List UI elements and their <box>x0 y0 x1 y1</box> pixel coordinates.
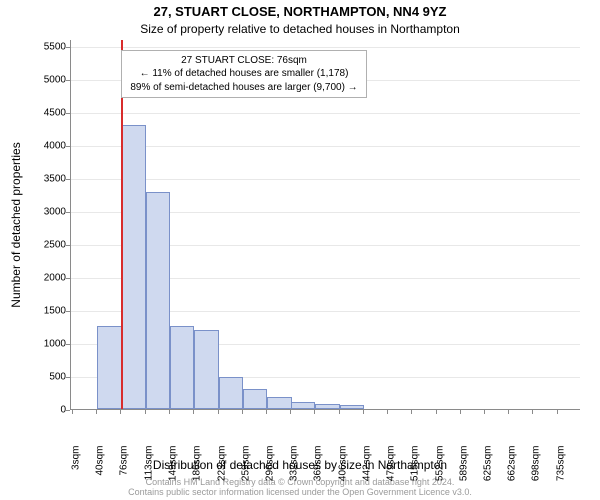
histogram-bar <box>219 377 244 409</box>
xtick-mark <box>266 410 267 414</box>
xtick-mark <box>242 410 243 414</box>
histogram-bar <box>194 330 219 409</box>
histogram-bar <box>267 397 292 409</box>
histogram-bar <box>291 402 316 409</box>
ytick-label: 2000 <box>44 272 66 283</box>
xtick-label: 223sqm <box>216 446 227 496</box>
xtick-mark <box>484 410 485 414</box>
xtick-mark <box>387 410 388 414</box>
chart-subtitle: Size of property relative to detached ho… <box>0 22 600 36</box>
xtick-label: 552sqm <box>434 446 445 496</box>
xtick-mark <box>169 410 170 414</box>
ytick-label: 3000 <box>44 206 66 217</box>
xtick-mark <box>411 410 412 414</box>
xtick-mark <box>363 410 364 414</box>
ytick-label: 3500 <box>44 173 66 184</box>
xtick-label: 113sqm <box>143 446 154 496</box>
chart-container: 27, STUART CLOSE, NORTHAMPTON, NN4 9YZ S… <box>0 0 600 500</box>
ytick-mark <box>66 80 70 81</box>
xtick-label: 442sqm <box>361 446 372 496</box>
xtick-mark <box>290 410 291 414</box>
ytick-label: 5500 <box>44 41 66 52</box>
ytick-label: 0 <box>60 405 66 416</box>
xtick-label: 662sqm <box>507 446 518 496</box>
xtick-mark <box>508 410 509 414</box>
xtick-mark <box>193 410 194 414</box>
ytick-mark <box>66 245 70 246</box>
xtick-mark <box>557 410 558 414</box>
ytick-mark <box>66 47 70 48</box>
ytick-label: 5000 <box>44 74 66 85</box>
xtick-label: 186sqm <box>192 446 203 496</box>
ytick-mark <box>66 410 70 411</box>
ytick-mark <box>66 377 70 378</box>
histogram-bar <box>243 389 268 409</box>
ytick-label: 2500 <box>44 239 66 250</box>
xtick-label: 332sqm <box>288 446 299 496</box>
xtick-label: 3sqm <box>70 446 81 496</box>
ytick-mark <box>66 146 70 147</box>
histogram-bar <box>121 125 146 409</box>
gridline <box>71 146 580 147</box>
histogram-bar <box>315 404 340 409</box>
xtick-label: 296sqm <box>265 446 276 496</box>
xtick-mark <box>96 410 97 414</box>
chart-title: 27, STUART CLOSE, NORTHAMPTON, NN4 9YZ <box>0 4 600 19</box>
xtick-label: 698sqm <box>531 446 542 496</box>
xtick-label: 735sqm <box>555 446 566 496</box>
ytick-mark <box>66 212 70 213</box>
xtick-mark <box>72 410 73 414</box>
ytick-label: 500 <box>49 371 66 382</box>
gridline <box>71 47 580 48</box>
xtick-mark <box>339 410 340 414</box>
gridline <box>71 113 580 114</box>
histogram-bar <box>146 192 171 409</box>
histogram-bar <box>340 405 365 409</box>
histogram-bar <box>170 326 195 409</box>
xtick-mark <box>532 410 533 414</box>
ytick-mark <box>66 278 70 279</box>
xtick-label: 369sqm <box>313 446 324 496</box>
xtick-mark <box>436 410 437 414</box>
info-box-line: 27 STUART CLOSE: 76sqm <box>130 54 357 68</box>
xtick-mark <box>145 410 146 414</box>
plot-area: 27 STUART CLOSE: 76sqm← 11% of detached … <box>70 40 580 410</box>
ytick-label: 1000 <box>44 338 66 349</box>
info-box: 27 STUART CLOSE: 76sqm← 11% of detached … <box>121 50 366 99</box>
histogram-bar <box>97 326 122 409</box>
y-axis-label: Number of detached properties <box>9 142 23 307</box>
ytick-label: 4500 <box>44 107 66 118</box>
ytick-mark <box>66 179 70 180</box>
info-box-line: 89% of semi-detached houses are larger (… <box>130 81 357 95</box>
xtick-label: 406sqm <box>337 446 348 496</box>
ytick-label: 4000 <box>44 140 66 151</box>
ytick-mark <box>66 311 70 312</box>
info-box-line: ← 11% of detached houses are smaller (1,… <box>130 67 357 81</box>
xtick-mark <box>314 410 315 414</box>
xtick-label: 515sqm <box>410 446 421 496</box>
xtick-label: 149sqm <box>167 446 178 496</box>
xtick-mark <box>460 410 461 414</box>
gridline <box>71 179 580 180</box>
xtick-label: 40sqm <box>95 446 106 496</box>
xtick-mark <box>218 410 219 414</box>
ytick-mark <box>66 113 70 114</box>
xtick-label: 76sqm <box>119 446 130 496</box>
ytick-mark <box>66 344 70 345</box>
xtick-mark <box>120 410 121 414</box>
xtick-label: 589sqm <box>459 446 470 496</box>
xtick-label: 625sqm <box>482 446 493 496</box>
ytick-label: 1500 <box>44 305 66 316</box>
xtick-label: 259sqm <box>240 446 251 496</box>
xtick-label: 479sqm <box>386 446 397 496</box>
